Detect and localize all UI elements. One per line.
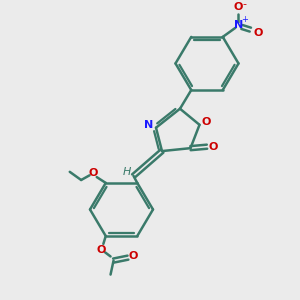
Text: O: O (201, 117, 211, 127)
Text: O: O (129, 251, 138, 262)
Text: O: O (208, 142, 218, 152)
Text: O: O (97, 245, 106, 255)
Text: -: - (243, 0, 247, 9)
Text: H: H (123, 167, 131, 177)
Text: O: O (234, 2, 243, 12)
Text: +: + (242, 15, 248, 24)
Text: O: O (254, 28, 263, 38)
Text: N: N (144, 120, 153, 130)
Text: O: O (88, 168, 98, 178)
Text: N: N (234, 20, 244, 30)
